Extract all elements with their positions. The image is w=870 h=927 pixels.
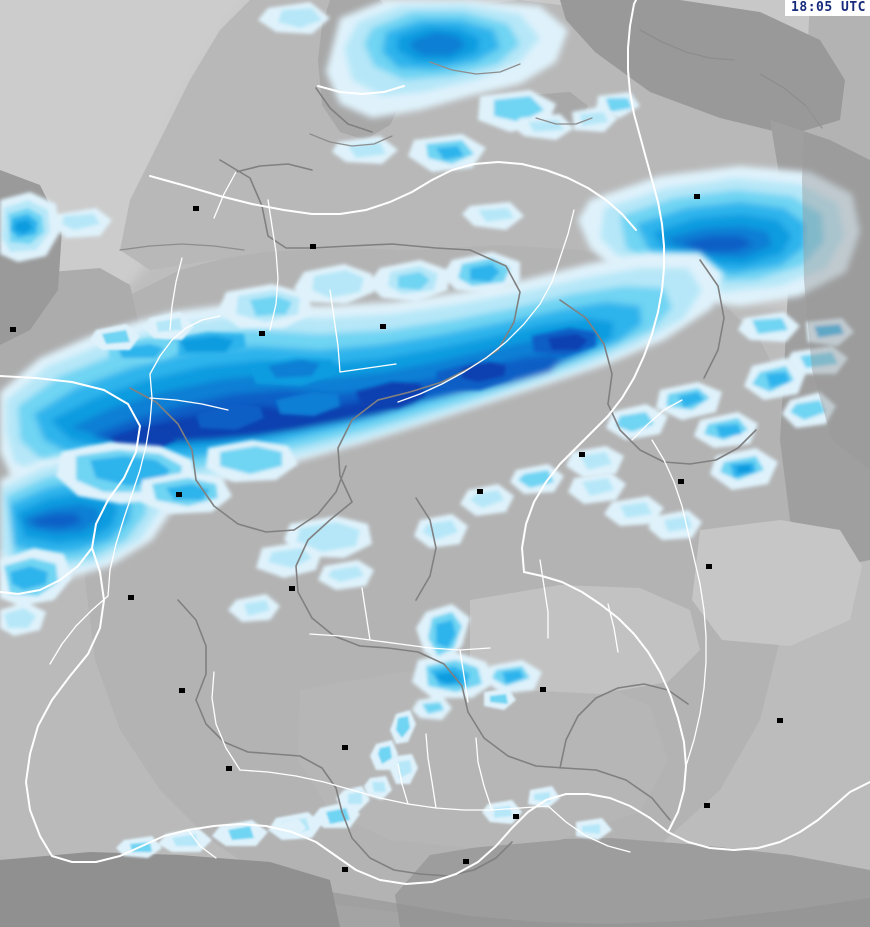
boundary-layer	[0, 0, 870, 885]
city-marker	[513, 814, 519, 819]
precip-northwest-pale	[218, 252, 520, 328]
city-marker	[179, 688, 185, 693]
city-marker	[342, 745, 348, 750]
city-marker	[193, 206, 199, 211]
city-marker	[706, 564, 712, 569]
precip-central-showers	[228, 446, 624, 622]
precip-northern-cluster	[258, 0, 640, 230]
precip-south-line	[116, 604, 542, 858]
city-marker	[380, 324, 386, 329]
precip-southeast-showers	[280, 688, 612, 840]
city-marker	[540, 687, 546, 692]
city-marker	[10, 327, 16, 332]
timestamp-label: 18:05 UTC	[785, 0, 870, 16]
rivers	[49, 171, 707, 859]
precip-far-left-cells	[90, 312, 194, 350]
city-marker	[579, 452, 585, 457]
city-marker	[289, 586, 295, 591]
city-marker	[310, 244, 316, 249]
city-marker	[259, 331, 265, 336]
state-borders	[129, 87, 757, 877]
city-marker	[463, 859, 469, 864]
city-marker	[176, 492, 182, 497]
terrain-upland-right	[692, 520, 862, 646]
coastlines	[119, 29, 823, 251]
city-marker	[678, 479, 684, 484]
precipitation-layer	[0, 0, 860, 858]
city-marker	[128, 595, 134, 600]
city-markers-layer	[10, 194, 783, 872]
city-marker	[226, 766, 232, 771]
precip-main-frontal-band	[0, 252, 724, 500]
city-marker	[694, 194, 700, 199]
sea-baltic	[560, 0, 845, 135]
city-marker	[477, 489, 483, 494]
city-marker	[777, 718, 783, 723]
city-marker	[704, 803, 710, 808]
city-marker	[342, 867, 348, 872]
country-borders	[0, 0, 870, 885]
land-southeast	[395, 838, 870, 927]
terrain-highland-south	[298, 668, 668, 848]
